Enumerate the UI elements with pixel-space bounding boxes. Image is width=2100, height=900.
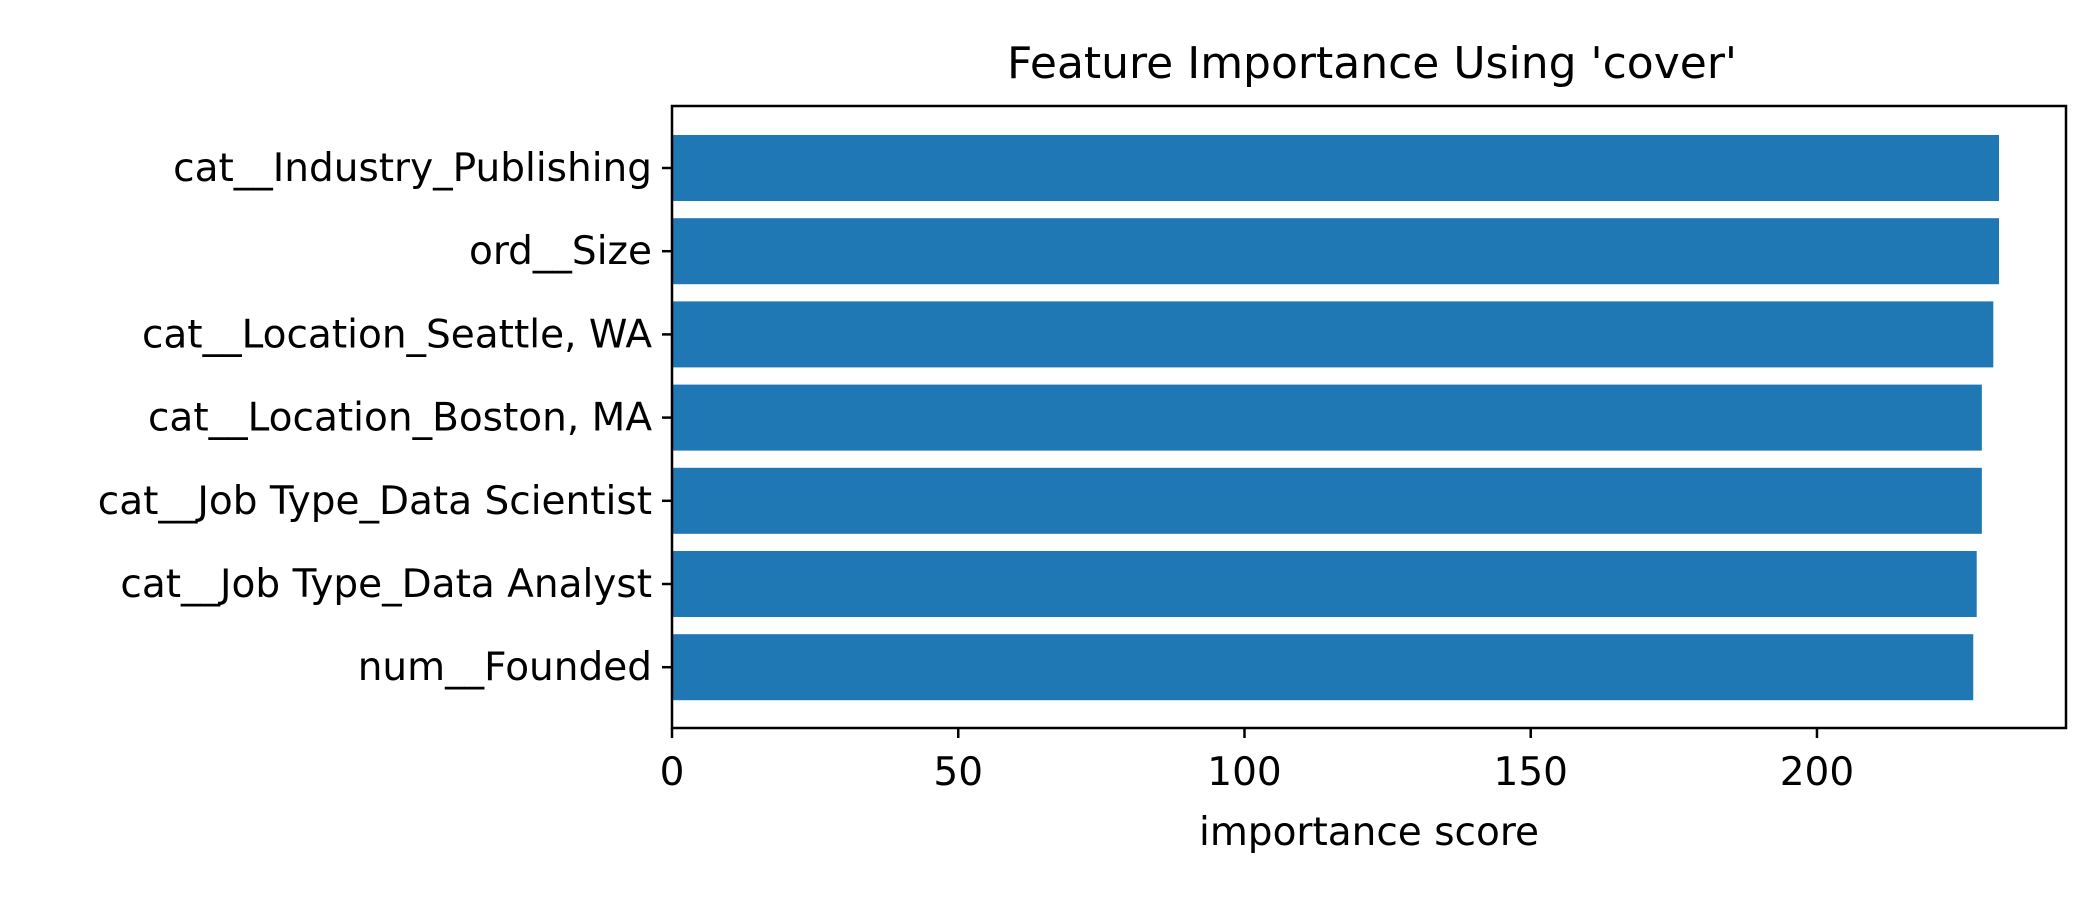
plot-frame	[670, 104, 2068, 730]
bar-cat-job-type-data-scientist	[672, 467, 1982, 534]
y-tick-label: cat__Job Type_Data Analyst	[120, 562, 652, 607]
y-tick-label: cat__Location_Boston, MA	[148, 396, 652, 441]
y-tick-label: cat__Job Type_Data Scientist	[98, 479, 652, 524]
bars-layer	[672, 135, 2000, 701]
bar-cat-job-type-data-analyst	[672, 551, 1977, 617]
y-tick-label: cat__Industry_Publishing	[173, 146, 652, 191]
x-tick-label: 0	[660, 750, 685, 795]
chart-title: Feature Importance Using 'cover'	[1007, 38, 1737, 89]
y-tick-label: num__Founded	[358, 645, 652, 690]
x-axis-ticks: 0 50 100 150 200	[660, 728, 1854, 795]
bar-cat-location-seattle-wa	[672, 301, 1994, 368]
x-axis-label: importance score	[1199, 810, 1539, 855]
x-tick-label: 200	[1780, 750, 1854, 795]
bar-cat-industry-publishing	[672, 135, 2000, 201]
y-tick-label: ord__Size	[469, 229, 652, 274]
bar-ord-size	[672, 218, 2000, 285]
y-axis-ticks: cat__Industry_Publishing ord__Size cat__Lo…	[98, 146, 672, 690]
x-tick-label: 150	[1494, 750, 1568, 795]
x-tick-label: 50	[933, 750, 983, 795]
x-tick-label: 100	[1207, 750, 1281, 795]
y-tick-label: cat__Location_Seattle, WA	[142, 312, 652, 357]
bar-cat-location-boston-ma	[672, 384, 1982, 451]
bar-num-founded	[672, 634, 1974, 701]
